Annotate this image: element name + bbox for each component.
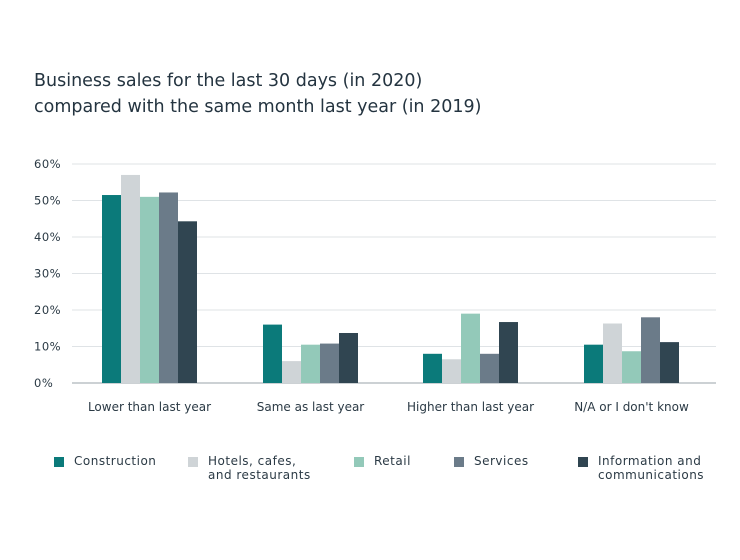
x-tick-label: Higher than last year [407,400,534,414]
legend-item: Services [454,454,529,468]
bar [660,342,679,383]
x-tick-label: Same as last year [257,400,365,414]
legend-item: Hotels, cafes, and restaurants [188,454,311,482]
x-tick-label: Lower than last year [88,400,211,414]
bars [102,174,679,383]
bar [584,344,603,383]
bar [499,322,518,383]
bar [178,221,197,383]
legend-item: Information and communications [578,454,704,482]
y-tick-label: 0% [34,376,53,390]
legend-swatch [454,457,464,467]
bar [461,313,480,383]
chart-title-line-2: compared with the same month last year (… [34,97,482,117]
bar [102,195,121,383]
bar [603,323,622,383]
bar [159,192,178,383]
y-tick-label: 20% [34,303,61,317]
legend-label: Services [474,454,529,468]
y-tick-label: 30% [34,267,61,281]
bar [622,351,641,383]
bar [480,353,499,383]
legend-swatch [354,457,364,467]
y-tick-label: 60% [34,157,61,171]
x-tick-label: N/A or I don't know [574,400,689,414]
legend-label: Hotels, cafes, and restaurants [208,454,311,482]
legend-item: Retail [354,454,411,468]
chart-title-line-1: Business sales for the last 30 days (in … [34,71,423,91]
legend-swatch [54,457,64,467]
bar [641,317,660,383]
bar [442,359,461,383]
bar [121,174,140,383]
legend-swatch [578,457,588,467]
chart-legend: Construction Hotels, cafes, and restauran… [54,454,724,494]
y-tick-label: 50% [34,194,61,208]
bar [339,332,358,383]
legend-label: Retail [374,454,411,468]
bar [263,324,282,383]
legend-item: Construction [54,454,156,468]
y-tick-label: 40% [34,230,61,244]
legend-swatch [188,457,198,467]
bar [140,196,159,383]
legend-label: Information and communications [598,454,705,482]
x-axis-ticks: Lower than last year Same as last year Hig… [88,400,689,414]
y-axis-ticks: 0% 10% 20% 30% 40% 50% 60% [34,157,61,390]
y-tick-label: 10% [34,340,61,354]
bar [301,344,320,383]
legend-label: Construction [74,454,157,468]
bar [423,353,442,383]
bar [282,361,301,383]
chart-title: Business sales for the last 30 days (in … [34,68,714,120]
bar [320,343,339,383]
